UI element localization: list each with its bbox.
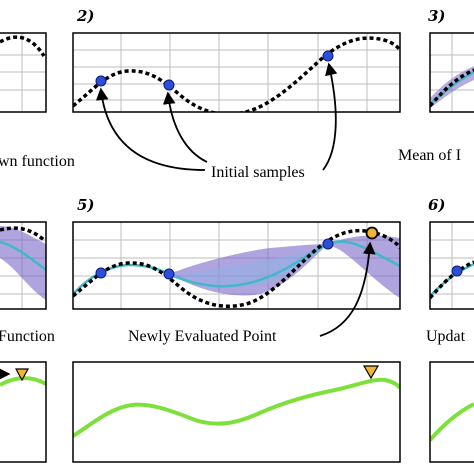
arrow-icon [162,91,208,163]
panel-3: 3) [428,7,474,113]
orange-triangle-icon [14,368,30,382]
caption-update: Updat [426,328,466,345]
panel-6-title: 6) [428,196,446,214]
panel-5-sample-point [95,267,107,279]
panel-5-uncertainty-band-inner [180,244,328,287]
panel-3-true-function [430,68,474,108]
acq-panel-3-frame [429,361,474,463]
acq-panel-3 [429,361,474,463]
panel-6-plot [430,222,474,309]
panel-2-sample-point [322,50,334,62]
panel-4-frame [0,221,47,310]
panel-5-title: 5) [77,196,95,214]
panel-5-true-function [73,228,400,308]
panel-1-plot [0,33,46,112]
acq-panel-1-plot [0,367,46,387]
panel-5-mean [73,240,400,295]
panel-6-sample-point [451,265,463,277]
panel-1-frame [0,32,47,113]
caption-unknown-function: wn function [0,153,75,170]
panel-2-sample-point [163,79,175,91]
panel-6: 6) [428,196,474,310]
panel-6-frame [429,221,474,310]
panel-1 [0,32,47,113]
panel-6-grid [430,222,474,309]
acq-panel-3-plot [430,402,474,442]
panel-3-frame [429,32,474,113]
caption-newly-evaluated-point: Newly Evaluated Point [128,328,277,345]
acq-panel-2 [72,361,401,463]
panel-2-true-function [73,36,400,112]
panel-1-true-function [0,35,46,57]
panel-5-sample-point [322,238,334,250]
panel-3-mean [430,70,474,105]
panel-3-plot [430,33,474,112]
acq-panel-1-frame [0,361,47,463]
panel-5-new-point [365,226,379,240]
panel-2: 2) [72,7,401,113]
panel-4-mean [0,240,46,271]
panel-2-sample-point [95,75,107,87]
acq-panel-2-plot [73,365,400,438]
arrow-icon [322,62,338,171]
orange-triangle-icon [362,365,380,380]
panel-2-title: 2) [76,7,95,25]
acq-panel-2-frame [72,361,401,463]
acq-panel-3-curve [430,402,474,442]
caption-acquisition-function: Function [0,328,55,345]
panel-1-grid [0,33,46,112]
panel-2-frame [72,32,401,113]
panel-4-uncertainty-band [0,226,46,300]
panel-2-plot [73,33,400,112]
panel-4 [0,221,47,310]
acq-panel-1 [0,361,47,463]
panel-6-true-function [430,260,474,300]
caption-initial-samples: Initial samples [211,164,305,181]
panel-5-plot [73,222,400,309]
arrow-icon [319,241,376,337]
caption-mean-of: Mean of I [398,147,461,164]
panel-3-title: 3) [428,7,446,25]
acq-panel-1-curve [0,376,46,387]
arrow-icon [95,87,206,171]
acq-panel-2-curve [73,377,400,438]
panel-4-plot [0,222,46,309]
panel-5-sample-point [163,268,175,280]
panel-2-grid [73,33,400,112]
panel-5-frame [72,221,401,310]
panel-4-true-function [0,226,46,242]
panel-5: 5) [72,196,401,310]
